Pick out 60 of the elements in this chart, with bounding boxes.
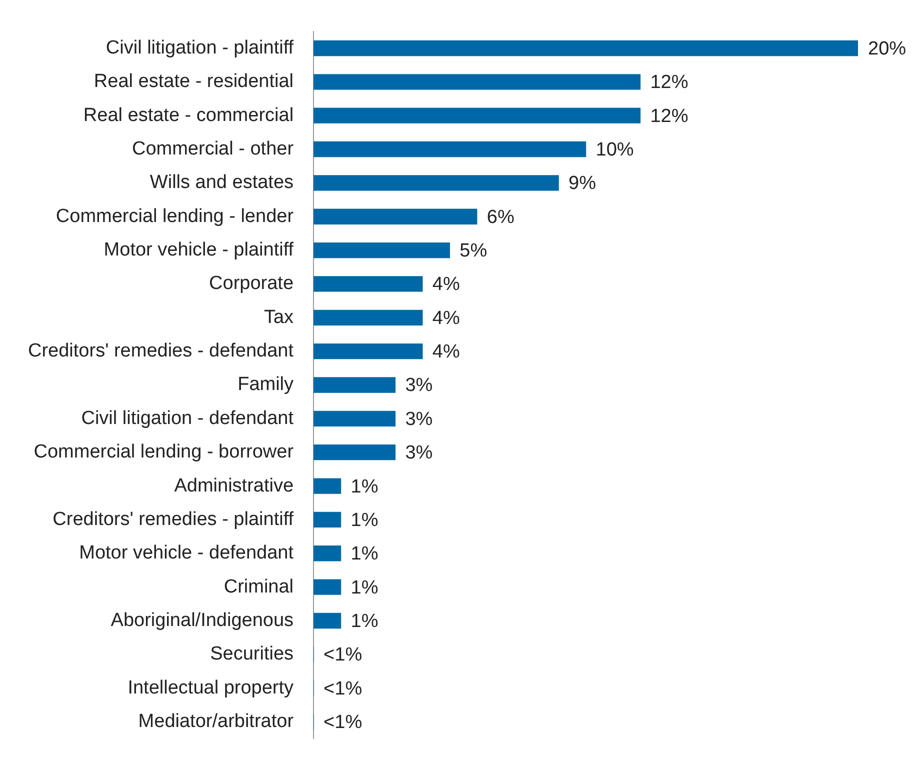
y-tick-label: Intellectual property [128, 677, 294, 698]
data-label: 4% [432, 342, 460, 363]
data-label: 6% [486, 206, 514, 228]
bar [314, 478, 342, 494]
data-label: 1% [350, 510, 378, 531]
bar [314, 343, 423, 360]
bar [314, 108, 641, 124]
bar [314, 242, 450, 258]
data-label: 12% [650, 72, 688, 94]
bar [314, 310, 423, 326]
y-tick-label: Creditors' remedies - defendant [28, 340, 294, 362]
data-label: 4% [432, 274, 460, 296]
y-tick-label: Corporate [209, 273, 294, 294]
data-label: 1% [350, 610, 378, 632]
y-tick-label: Criminal [224, 576, 294, 598]
y-tick-label: Civil litigation - plaintiff [106, 37, 294, 58]
data-label: <1% [324, 678, 362, 700]
bar [314, 141, 586, 158]
y-tick-label: Aboriginal/Indigenous [110, 610, 294, 631]
y-tick-label: Family [238, 374, 294, 396]
bar [314, 546, 342, 562]
data-label: <1% [324, 644, 362, 666]
data-label: 20% [868, 38, 906, 60]
data-label: 12% [650, 106, 688, 127]
bar [314, 612, 342, 629]
data-label: 4% [432, 308, 460, 329]
data-label: 3% [405, 375, 433, 396]
y-tick-label: Tax [264, 306, 294, 328]
y-tick-label: Real estate - residential [94, 71, 294, 92]
data-label: 3% [405, 408, 433, 430]
data-label: 9% [568, 173, 596, 194]
y-tick-label: Real estate - commercial [83, 104, 294, 126]
bar [314, 40, 858, 56]
data-label: 1% [350, 476, 378, 498]
data-label: 3% [405, 442, 433, 464]
bar [314, 74, 641, 90]
data-label: 1% [350, 544, 378, 565]
y-tick-label: Administrative [174, 475, 294, 496]
data-label: 5% [460, 240, 488, 262]
y-tick-label: Creditors' remedies - plaintiff [52, 508, 294, 530]
bar [314, 175, 559, 191]
bar [314, 276, 423, 292]
bar [314, 444, 396, 460]
bar [314, 377, 396, 393]
bar [314, 410, 396, 427]
y-tick-label: Motor vehicle - plaintiff [104, 240, 294, 261]
data-label: <1% [324, 712, 362, 733]
y-tick-label: Civil litigation - defendant [81, 408, 294, 429]
bar [314, 512, 342, 528]
data-label: 10% [596, 140, 634, 160]
y-tick-label: Commercial lending - lender [56, 206, 294, 227]
y-tick-label: Mediator/arbitrator [138, 710, 294, 732]
y-tick-label: Motor vehicle - defendant [79, 542, 294, 564]
y-tick-label: Wills and estates [150, 172, 294, 194]
bar [314, 579, 342, 595]
bar [314, 208, 478, 224]
y-tick-label: Securities [210, 644, 294, 665]
y-tick-label: Commercial lending - borrower [34, 442, 294, 463]
y-tick-label: Commercial - other [132, 138, 294, 160]
data-label: 1% [350, 577, 378, 598]
